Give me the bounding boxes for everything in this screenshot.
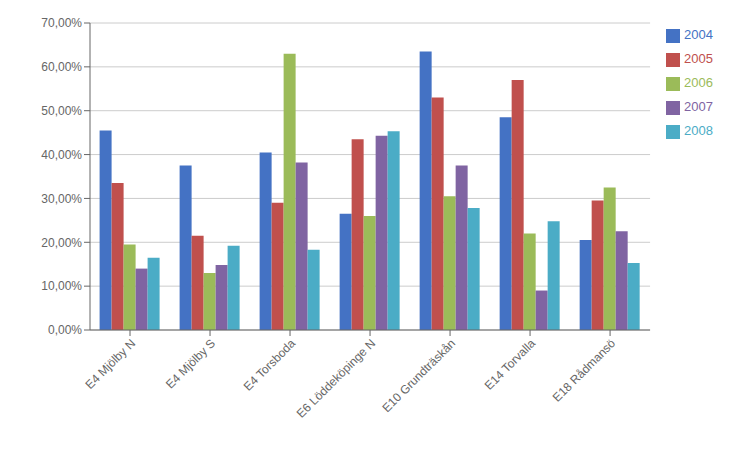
- svg-text:E4 Torsboda: E4 Torsboda: [241, 336, 299, 394]
- svg-text:10,00%: 10,00%: [41, 279, 82, 293]
- html-text:2008: 2008: [684, 123, 713, 138]
- svg-text:E4 Mjölby N: E4 Mjölby N: [83, 336, 139, 392]
- svg-text:E6 Löddeköpinge N: E6 Löddeköpinge N: [294, 336, 378, 420]
- svg-text:50,00%: 50,00%: [41, 104, 82, 118]
- html-text:2005: 2005: [684, 51, 713, 66]
- svg-text:E10 Grundträskån: E10 Grundträskån: [379, 336, 458, 415]
- svg-text:20,00%: 20,00%: [41, 236, 82, 250]
- html-text:2007: 2007: [684, 99, 713, 114]
- svg-text:0,00%: 0,00%: [48, 323, 82, 337]
- svg-text:60,00%: 60,00%: [41, 60, 82, 74]
- svg-text:70,00%: 70,00%: [41, 16, 82, 30]
- svg-text:40,00%: 40,00%: [41, 148, 82, 162]
- svg-text:E4 Mjölby S: E4 Mjölby S: [163, 336, 218, 391]
- svg-text:E14 Torvalla: E14 Torvalla: [482, 336, 539, 393]
- html-text:2006: 2006: [684, 75, 713, 90]
- html-text:2004: 2004: [684, 27, 713, 42]
- svg-text:E18 Rådmansö: E18 Rådmansö: [550, 336, 619, 405]
- svg-text:30,00%: 30,00%: [41, 192, 82, 206]
